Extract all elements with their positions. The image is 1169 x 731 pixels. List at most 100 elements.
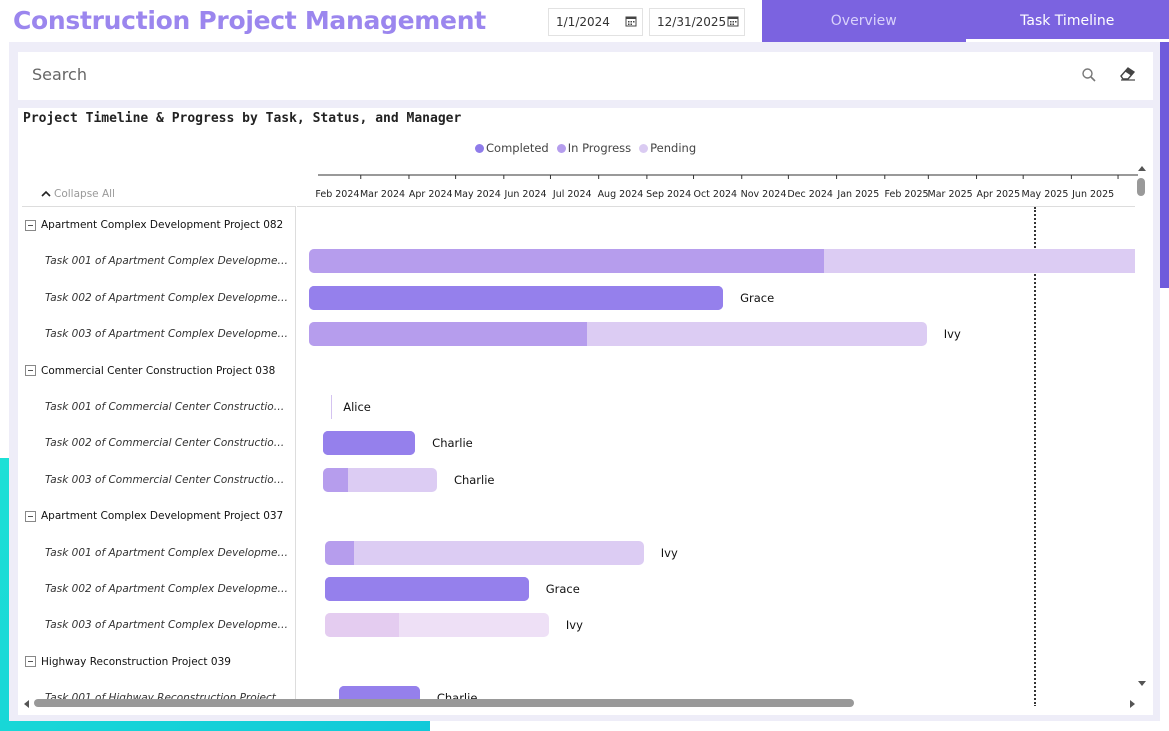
task-row[interactable]: Task 003 of Apartment Complex Developmen… — [22, 607, 295, 643]
task-label: Task 002 of Apartment Complex Developmen… — [45, 583, 290, 595]
search-icon[interactable] — [1080, 66, 1098, 84]
horizontal-scrollbar[interactable] — [24, 698, 1135, 710]
task-manager-label: Ivy — [660, 545, 678, 560]
axis-tick-label: Feb 2024 — [315, 189, 359, 200]
app-title: Construction Project Management — [13, 6, 486, 35]
search-placeholder: Search — [32, 65, 87, 84]
task-row[interactable]: Task 003 of Apartment Complex Developmen… — [22, 316, 295, 352]
task-bar[interactable] — [324, 540, 644, 565]
task-row[interactable]: Task 002 of Apartment Complex Developmen… — [22, 571, 295, 607]
calendar-icon[interactable] — [625, 15, 637, 27]
chevron-up-icon — [41, 190, 51, 197]
task-label: Task 002 of Apartment Complex Developmen… — [45, 291, 290, 304]
task-row[interactable]: Task 001 of Apartment Complex Developmen… — [22, 243, 295, 279]
project-row[interactable]: Apartment Complex Development Project 08… — [22, 207, 295, 243]
task-progress-fill — [309, 249, 825, 274]
collapse-all-button[interactable]: Collapse All — [40, 188, 115, 200]
task-row[interactable]: Task 001 of Commercial Center Constructi… — [22, 389, 295, 425]
page-tabs: Overview Task Timeline — [762, 0, 1169, 42]
task-bar[interactable] — [309, 322, 927, 347]
legend-dot — [639, 143, 649, 153]
scroll-up-arrow-icon[interactable] — [1138, 166, 1146, 171]
project-row[interactable]: Apartment Complex Development Project 03… — [22, 498, 295, 534]
legend-item-completed[interactable]: Completed — [475, 141, 549, 155]
task-row[interactable]: Task 003 of Commercial Center Constructi… — [22, 462, 295, 498]
scroll-left-arrow-icon[interactable] — [24, 700, 29, 708]
tab-task-timeline[interactable]: Task Timeline — [965, 0, 1169, 42]
eraser-icon[interactable] — [1118, 64, 1138, 82]
horizontal-scroll-thumb[interactable] — [34, 699, 854, 707]
task-row[interactable]: Task 001 of Apartment Complex Developmen… — [22, 535, 295, 571]
end-date-input[interactable]: 12/31/2025 — [649, 8, 745, 36]
scroll-right-arrow-icon[interactable] — [1130, 700, 1135, 708]
start-date-value: 1/1/2024 — [556, 15, 610, 29]
task-label: Task 001 of Apartment Complex Developmen… — [45, 255, 290, 268]
task-manager-label: Ivy — [943, 327, 961, 342]
axis-tick-label: Apr 2024 — [409, 189, 453, 200]
project-row[interactable]: Highway Reconstruction Project 039 — [22, 644, 295, 680]
collapse-toggle-icon[interactable] — [25, 365, 36, 377]
task-bar[interactable] — [309, 249, 1135, 274]
project-label: Highway Reconstruction Project 039 — [41, 655, 231, 668]
task-label: Task 003 of Apartment Complex Developmen… — [45, 619, 290, 632]
chart-legend: Completed In Progress Pending — [475, 141, 696, 155]
axis-tick-label: May 2024 — [454, 189, 501, 200]
task-manager-label: Charlie — [432, 436, 473, 451]
task-row[interactable]: Task 002 of Apartment Complex Developmen… — [22, 280, 295, 316]
axis-tick-label: Feb 2025 — [885, 189, 929, 200]
gantt-visual: Project Timeline & Progress by Task, Sta… — [18, 108, 1153, 715]
tab-overview[interactable]: Overview — [830, 13, 897, 29]
gantt-chart-area: GraceIvyAliceCharlieCharlieIvyGraceIvyCh… — [297, 206, 1135, 706]
task-manager-label: Ivy — [565, 618, 583, 633]
legend-dot — [475, 143, 484, 153]
task-progress-fill — [309, 285, 724, 310]
vertical-scrollbar[interactable] — [1135, 166, 1149, 686]
task-progress-fill — [323, 467, 349, 492]
today-marker-line — [1034, 207, 1036, 706]
collapse-toggle-icon[interactable] — [25, 510, 36, 522]
project-label: Commercial Center Construction Project 0… — [41, 364, 276, 377]
project-row[interactable]: Commercial Center Construction Project 0… — [22, 353, 295, 389]
vertical-scroll-thumb[interactable] — [1137, 178, 1145, 196]
task-milestone-marker[interactable] — [331, 395, 333, 419]
start-date-input[interactable]: 1/1/2024 — [548, 8, 643, 36]
axis-tick-label: Jul 2024 — [552, 189, 592, 200]
task-manager-label: Grace — [740, 290, 775, 305]
axis-tick-label: Sep 2024 — [646, 189, 691, 200]
task-label: Task 001 of Commercial Center Constructi… — [45, 401, 290, 413]
task-bar[interactable] — [323, 467, 437, 492]
axis-tick-label: Jun 2025 — [1071, 189, 1114, 200]
task-bar[interactable] — [324, 577, 529, 601]
task-bar[interactable] — [323, 431, 416, 456]
collapse-all-label: Collapse All — [54, 188, 115, 200]
task-progress-fill — [324, 540, 354, 565]
axis-tick-label: Aug 2024 — [598, 189, 644, 200]
collapse-toggle-icon[interactable] — [25, 219, 36, 231]
task-bar[interactable] — [324, 613, 549, 638]
task-label: Task 003 of Apartment Complex Developmen… — [45, 328, 290, 341]
scroll-down-arrow-icon[interactable] — [1138, 681, 1146, 686]
project-label: Apartment Complex Development Project 08… — [41, 219, 284, 231]
task-progress-fill — [324, 577, 529, 601]
task-progress-fill — [324, 613, 399, 638]
task-manager-label: Alice — [343, 400, 371, 414]
task-list: Apartment Complex Development Project 08… — [22, 206, 296, 706]
axis-tick-label: Jan 2025 — [836, 189, 879, 200]
task-label: Task 001 of Apartment Complex Developmen… — [45, 546, 290, 559]
axis-tick-label: Mar 2025 — [928, 189, 973, 200]
search-input[interactable]: Search — [18, 52, 1153, 100]
task-manager-label: Grace — [545, 582, 580, 596]
task-progress-fill — [309, 322, 588, 347]
axis-tick-label: Mar 2024 — [360, 189, 405, 200]
collapse-toggle-icon[interactable] — [25, 656, 36, 668]
axis-tick-label: Nov 2024 — [741, 189, 787, 200]
timeline-axis: Feb 2024 Mar 2024 Apr 2024 May 2024 Jun 2024… — [315, 174, 1138, 200]
axis-tick-label: May 2025 — [1022, 189, 1069, 200]
task-row[interactable]: Task 002 of Commercial Center Constructi… — [22, 425, 295, 461]
calendar-icon[interactable] — [727, 15, 739, 27]
legend-item-pending[interactable]: Pending — [639, 141, 696, 155]
task-bar[interactable] — [309, 285, 724, 310]
legend-item-in-progress[interactable]: In Progress — [556, 141, 632, 155]
legend-label: In Progress — [567, 141, 632, 155]
